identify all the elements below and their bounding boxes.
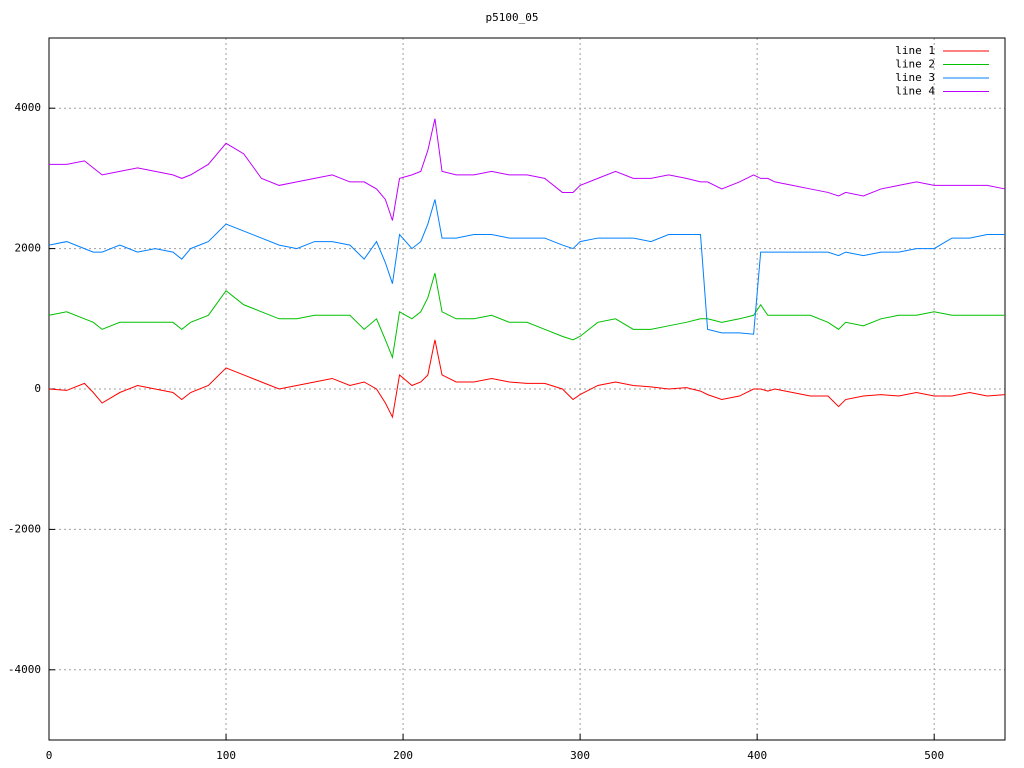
chart-title: p5100_05	[486, 11, 539, 24]
series-line	[48, 273, 1005, 360]
y-tick-label: 0	[34, 382, 41, 395]
legend-label: line 2	[895, 58, 935, 71]
x-tick-label: 200	[393, 749, 413, 762]
series-line	[48, 339, 1006, 419]
plot-border	[48, 37, 1006, 741]
x-tick-label: 400	[747, 749, 767, 762]
y-tick-label: -4000	[8, 663, 41, 676]
series-line	[49, 118, 1006, 221]
y-tick-label: 4000	[15, 101, 42, 114]
legend-label: line 4	[895, 85, 935, 98]
x-tick-label: 500	[924, 749, 944, 762]
y-tick-label: 2000	[15, 242, 42, 255]
x-tick-label: 100	[216, 749, 236, 762]
x-tick-label: 300	[570, 749, 590, 762]
series-line	[48, 199, 1005, 335]
legend-label: line 1	[895, 44, 935, 57]
y-tick-label: -2000	[8, 522, 41, 535]
x-tick-label: 0	[46, 749, 53, 762]
legend-label: line 3	[895, 71, 935, 84]
